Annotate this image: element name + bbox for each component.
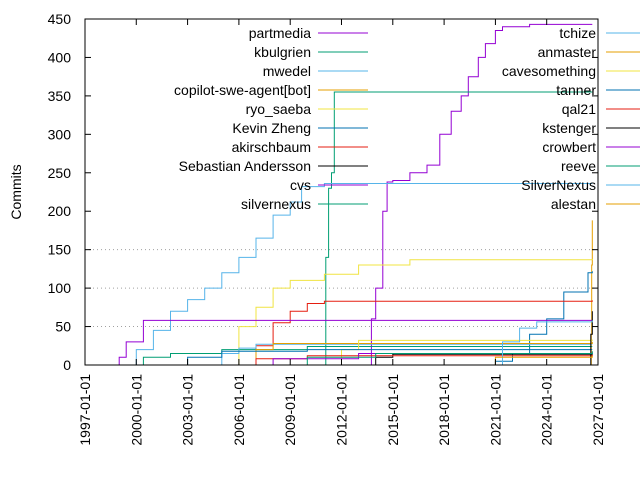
legend-entry: cvs — [290, 177, 368, 193]
legend-label: reeve — [561, 158, 596, 174]
legend-entry: reeve — [561, 158, 640, 174]
x-tick-label: 2000-01-01 — [128, 374, 144, 446]
legend-label: qal21 — [562, 101, 596, 117]
series-line — [324, 91, 593, 366]
legend-label: cavesomething — [502, 63, 596, 79]
legend-label: silvernexus — [241, 196, 311, 212]
x-tick-label: 1997-01-01 — [77, 374, 93, 446]
x-tick-label: 2003-01-01 — [180, 374, 196, 446]
legend-label: crowbert — [542, 139, 596, 155]
series-line — [126, 183, 593, 366]
legend-label: mwedel — [263, 63, 311, 79]
series-line — [485, 355, 593, 366]
legend-entry: alestan — [551, 196, 640, 212]
legend-label: kstenger — [542, 120, 596, 136]
legend-label: tanner — [556, 82, 596, 98]
series-line — [365, 353, 593, 366]
legend-label: ryo_saeba — [246, 101, 312, 117]
series-line — [485, 271, 593, 366]
series-line — [370, 23, 593, 366]
series-lines — [109, 23, 593, 366]
series-line — [109, 319, 593, 366]
legend-entry: akirschbaum — [232, 139, 368, 155]
y-tick-label: 50 — [55, 319, 71, 335]
legend-label: kbulgrien — [254, 44, 311, 60]
legend-entry: kstenger — [542, 120, 640, 136]
legend-entry: cavesomething — [502, 63, 640, 79]
legend-label: Sebastian Andersson — [179, 158, 311, 174]
x-tick-label: 2021-01-01 — [487, 374, 503, 446]
x-axis-ticks: 1997-01-01 2000-01-01 2003-01-01 2006-01-01… — [77, 19, 606, 446]
x-tick-label: 2018-01-01 — [436, 374, 452, 446]
legend-entry: crowbert — [542, 139, 640, 155]
x-tick-label: 2027-01-01 — [590, 374, 606, 446]
y-tick-label: 300 — [48, 126, 72, 142]
x-tick-label: 2024-01-01 — [539, 374, 555, 446]
legend-entry: kbulgrien — [254, 44, 368, 60]
x-tick-label: 2012-01-01 — [334, 374, 350, 446]
legend-entry: silvernexus — [241, 196, 368, 212]
y-axis-ticks: 0 50 100 150 200 250 300 350 400 450 — [48, 11, 598, 373]
legend-label: cvs — [290, 177, 311, 193]
grid-lines — [85, 249, 598, 328]
legend: partmedia kbulgrien mwedel copilot-swe-agen… — [174, 25, 640, 212]
legend-entry: tchize — [559, 25, 640, 41]
x-tick-label: 2015-01-01 — [385, 374, 401, 446]
x-tick-label: 2006-01-01 — [231, 374, 247, 446]
legend-entry: Kevin Zheng — [232, 120, 368, 136]
legend-entry: anmaster — [538, 44, 640, 60]
legend-label: partmedia — [249, 25, 311, 41]
y-tick-label: 200 — [48, 203, 72, 219]
x-tick-label: 2009-01-01 — [282, 374, 298, 446]
legend-label: copilot-swe-agent[bot] — [174, 82, 311, 98]
legend-entry: qal21 — [562, 101, 640, 117]
y-tick-label: 150 — [48, 242, 72, 258]
y-tick-label: 400 — [48, 49, 72, 65]
y-tick-label: 350 — [48, 88, 72, 104]
legend-label: anmaster — [538, 44, 597, 60]
legend-entry: tanner — [556, 82, 640, 98]
y-tick-label: 450 — [48, 11, 72, 27]
legend-label: tchize — [559, 25, 596, 41]
y-tick-label: 100 — [48, 280, 72, 296]
legend-label: alestan — [551, 196, 596, 212]
legend-entry: ryo_saeba — [246, 101, 368, 117]
series-line — [485, 320, 593, 366]
y-tick-label: 250 — [48, 165, 72, 181]
legend-entry: partmedia — [249, 25, 368, 41]
legend-label: SilverNexus — [521, 177, 596, 193]
series-line — [238, 355, 593, 366]
legend-entry: Sebastian Andersson — [179, 158, 368, 174]
legend-label: Kevin Zheng — [232, 120, 311, 136]
y-axis-label: Commits — [8, 164, 24, 219]
series-line — [228, 258, 593, 366]
legend-entry: SilverNexus — [521, 177, 640, 193]
y-tick-label: 0 — [63, 357, 71, 373]
legend-label: akirschbaum — [232, 139, 311, 155]
series-line — [126, 346, 593, 366]
legend-entry: mwedel — [263, 63, 368, 79]
legend-entry: copilot-swe-agent[bot] — [174, 82, 368, 98]
